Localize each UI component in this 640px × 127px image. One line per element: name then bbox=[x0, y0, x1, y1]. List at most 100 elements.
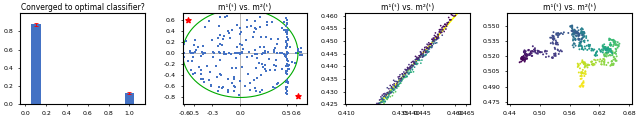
Point bbox=[575, 63, 586, 65]
Point bbox=[570, 32, 580, 34]
Point bbox=[259, 46, 269, 48]
Point bbox=[404, 64, 414, 66]
Point bbox=[603, 47, 613, 49]
Point bbox=[582, 39, 593, 42]
Point bbox=[396, 77, 406, 79]
Point bbox=[242, 26, 252, 28]
Point bbox=[547, 37, 557, 39]
Point bbox=[379, 103, 389, 105]
Point bbox=[365, 113, 375, 115]
Point bbox=[371, 106, 381, 108]
Point bbox=[217, 87, 227, 89]
Point bbox=[397, 75, 408, 77]
Point bbox=[377, 98, 387, 100]
Point bbox=[520, 52, 530, 54]
Point bbox=[589, 49, 599, 51]
Point bbox=[600, 55, 610, 57]
Point bbox=[588, 48, 598, 50]
Point bbox=[373, 103, 383, 105]
Point bbox=[542, 50, 552, 52]
Point bbox=[361, 118, 371, 120]
Point bbox=[206, 84, 216, 86]
Point bbox=[577, 34, 588, 36]
Point bbox=[424, 47, 435, 49]
Point bbox=[582, 49, 593, 51]
Point bbox=[404, 68, 414, 70]
Point bbox=[549, 53, 559, 55]
Point bbox=[570, 30, 580, 32]
Point bbox=[376, 98, 386, 100]
Point bbox=[596, 49, 607, 51]
Point bbox=[607, 39, 617, 41]
Point bbox=[383, 92, 394, 94]
Point bbox=[568, 43, 579, 45]
Point bbox=[232, 46, 242, 48]
Point bbox=[573, 38, 584, 41]
Point bbox=[611, 43, 621, 45]
Point bbox=[577, 45, 587, 47]
Point bbox=[553, 44, 563, 46]
Point bbox=[196, 55, 206, 57]
Point bbox=[598, 58, 609, 60]
Point bbox=[611, 60, 621, 62]
Point bbox=[415, 55, 425, 57]
Point bbox=[532, 50, 543, 52]
Point bbox=[430, 42, 440, 44]
Point bbox=[196, 78, 206, 80]
Point bbox=[414, 59, 424, 61]
Point bbox=[548, 36, 559, 38]
Point bbox=[573, 63, 583, 65]
Point bbox=[579, 36, 589, 38]
Point bbox=[282, 64, 292, 66]
Point bbox=[365, 107, 376, 109]
Point bbox=[229, 52, 239, 54]
Point bbox=[571, 35, 581, 37]
Point bbox=[381, 93, 391, 96]
Point bbox=[185, 50, 195, 52]
Point bbox=[227, 82, 237, 84]
Point bbox=[435, 30, 445, 33]
Point bbox=[577, 27, 587, 29]
Point bbox=[520, 57, 530, 59]
Point bbox=[355, 124, 365, 126]
Point bbox=[389, 83, 399, 85]
Point bbox=[609, 42, 619, 44]
Point bbox=[372, 107, 382, 109]
Point bbox=[550, 53, 561, 55]
Point bbox=[200, 52, 210, 54]
Point bbox=[272, 43, 282, 45]
Point bbox=[377, 101, 387, 103]
Point bbox=[525, 50, 536, 52]
Point bbox=[370, 111, 380, 113]
Point bbox=[217, 44, 227, 46]
Point bbox=[600, 49, 611, 51]
Point bbox=[279, 21, 289, 23]
Point bbox=[605, 44, 616, 46]
Point bbox=[553, 49, 563, 51]
Point bbox=[569, 36, 579, 38]
Point bbox=[578, 31, 588, 33]
Point bbox=[575, 43, 585, 45]
Point bbox=[602, 49, 612, 51]
Point bbox=[601, 49, 611, 51]
Point bbox=[525, 51, 536, 53]
Point bbox=[423, 44, 433, 46]
Point bbox=[580, 65, 591, 67]
Point bbox=[374, 102, 385, 104]
Point bbox=[221, 15, 232, 17]
Point bbox=[595, 60, 605, 62]
Point bbox=[374, 104, 385, 106]
Point bbox=[393, 84, 403, 86]
Point bbox=[610, 43, 620, 45]
Point bbox=[383, 96, 393, 98]
Point bbox=[575, 42, 586, 44]
Point bbox=[408, 64, 418, 66]
Point bbox=[252, 77, 262, 80]
Point bbox=[415, 51, 426, 53]
Point bbox=[366, 113, 376, 115]
Point bbox=[419, 54, 429, 57]
Point bbox=[255, 91, 266, 93]
Point bbox=[269, 69, 280, 71]
Point bbox=[578, 37, 588, 39]
Point bbox=[372, 105, 382, 107]
